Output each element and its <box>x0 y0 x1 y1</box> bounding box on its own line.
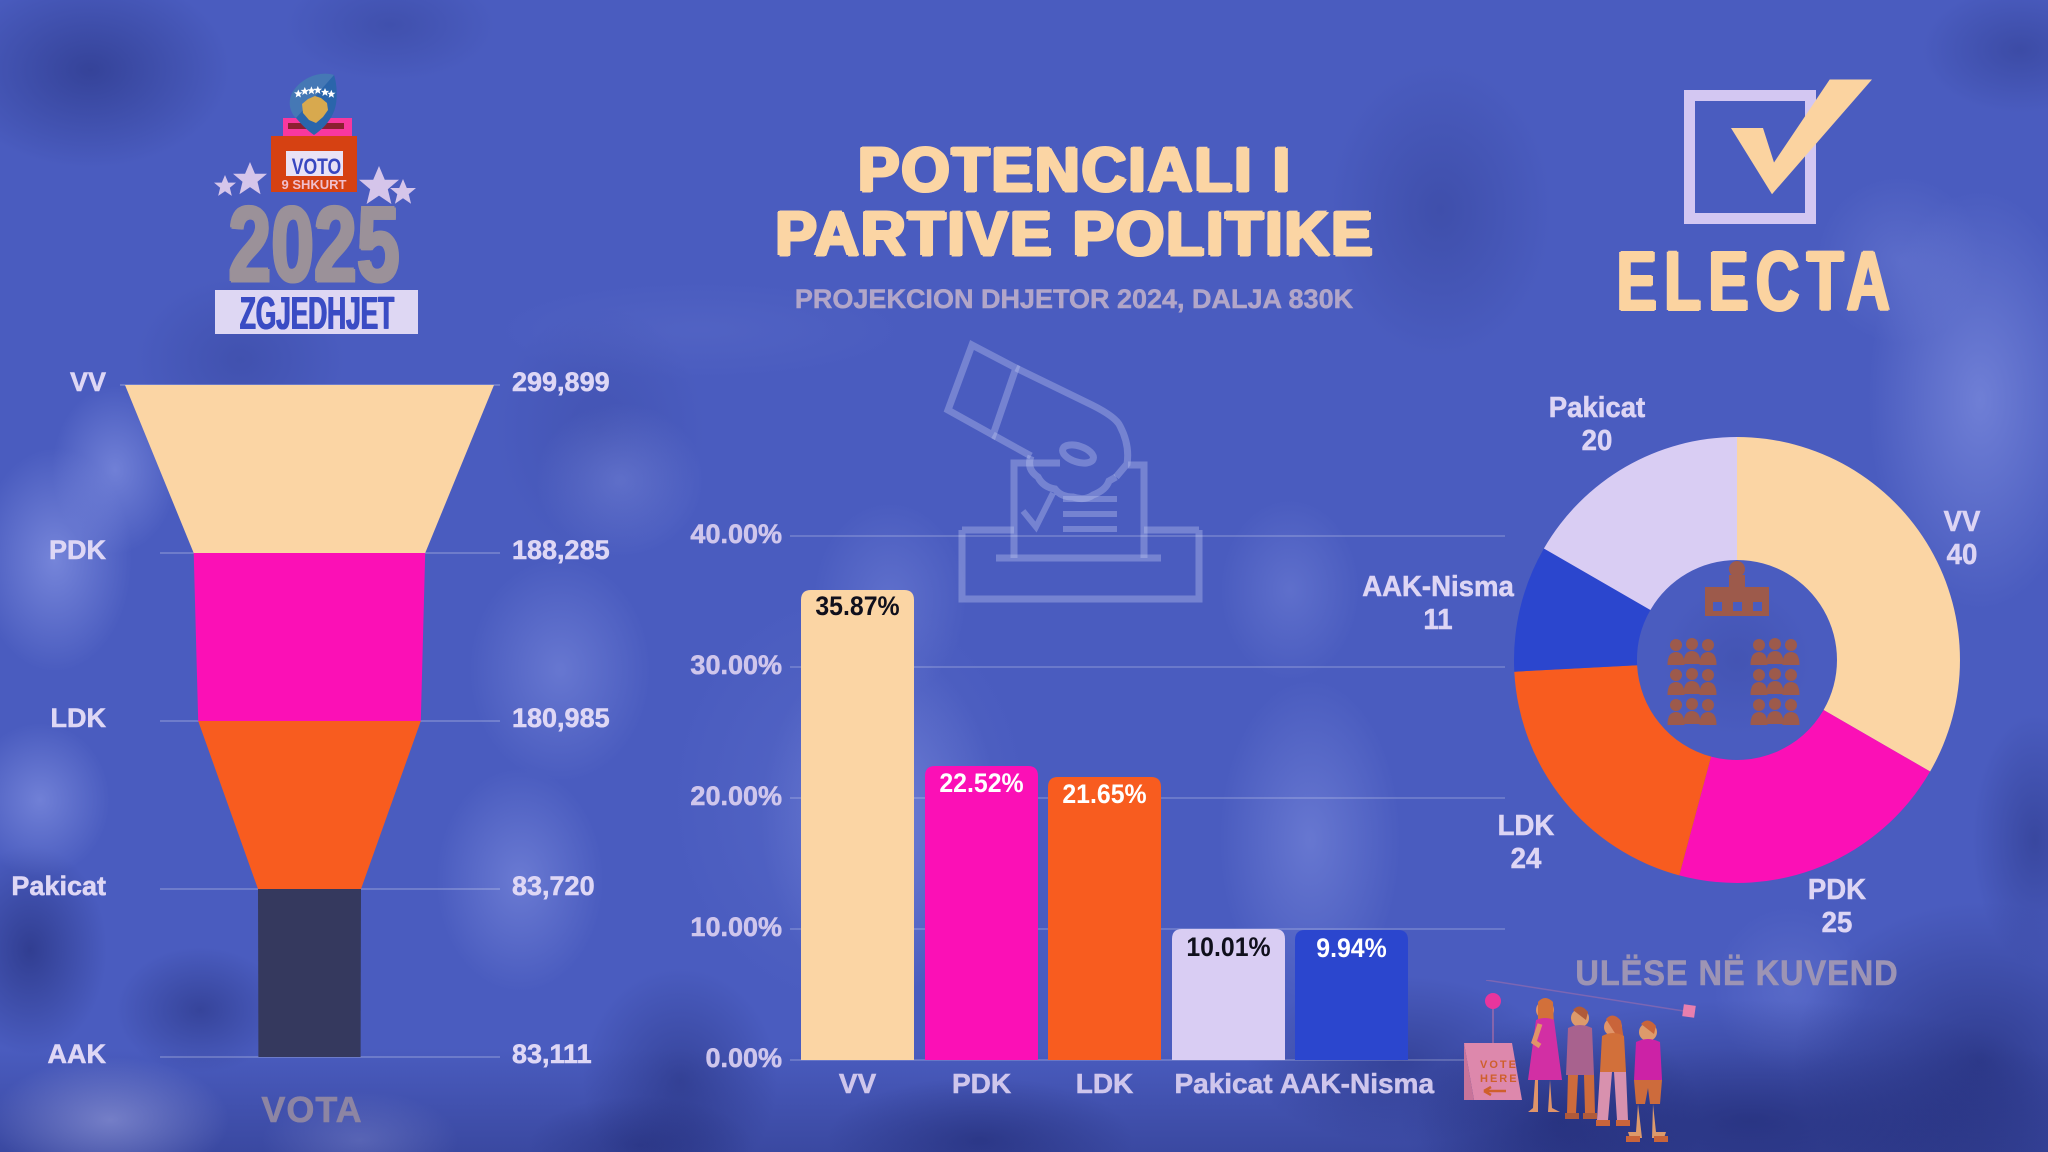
svg-text:VOTE: VOTE <box>1480 1059 1518 1071</box>
svg-text:HERE: HERE <box>1480 1073 1519 1085</box>
